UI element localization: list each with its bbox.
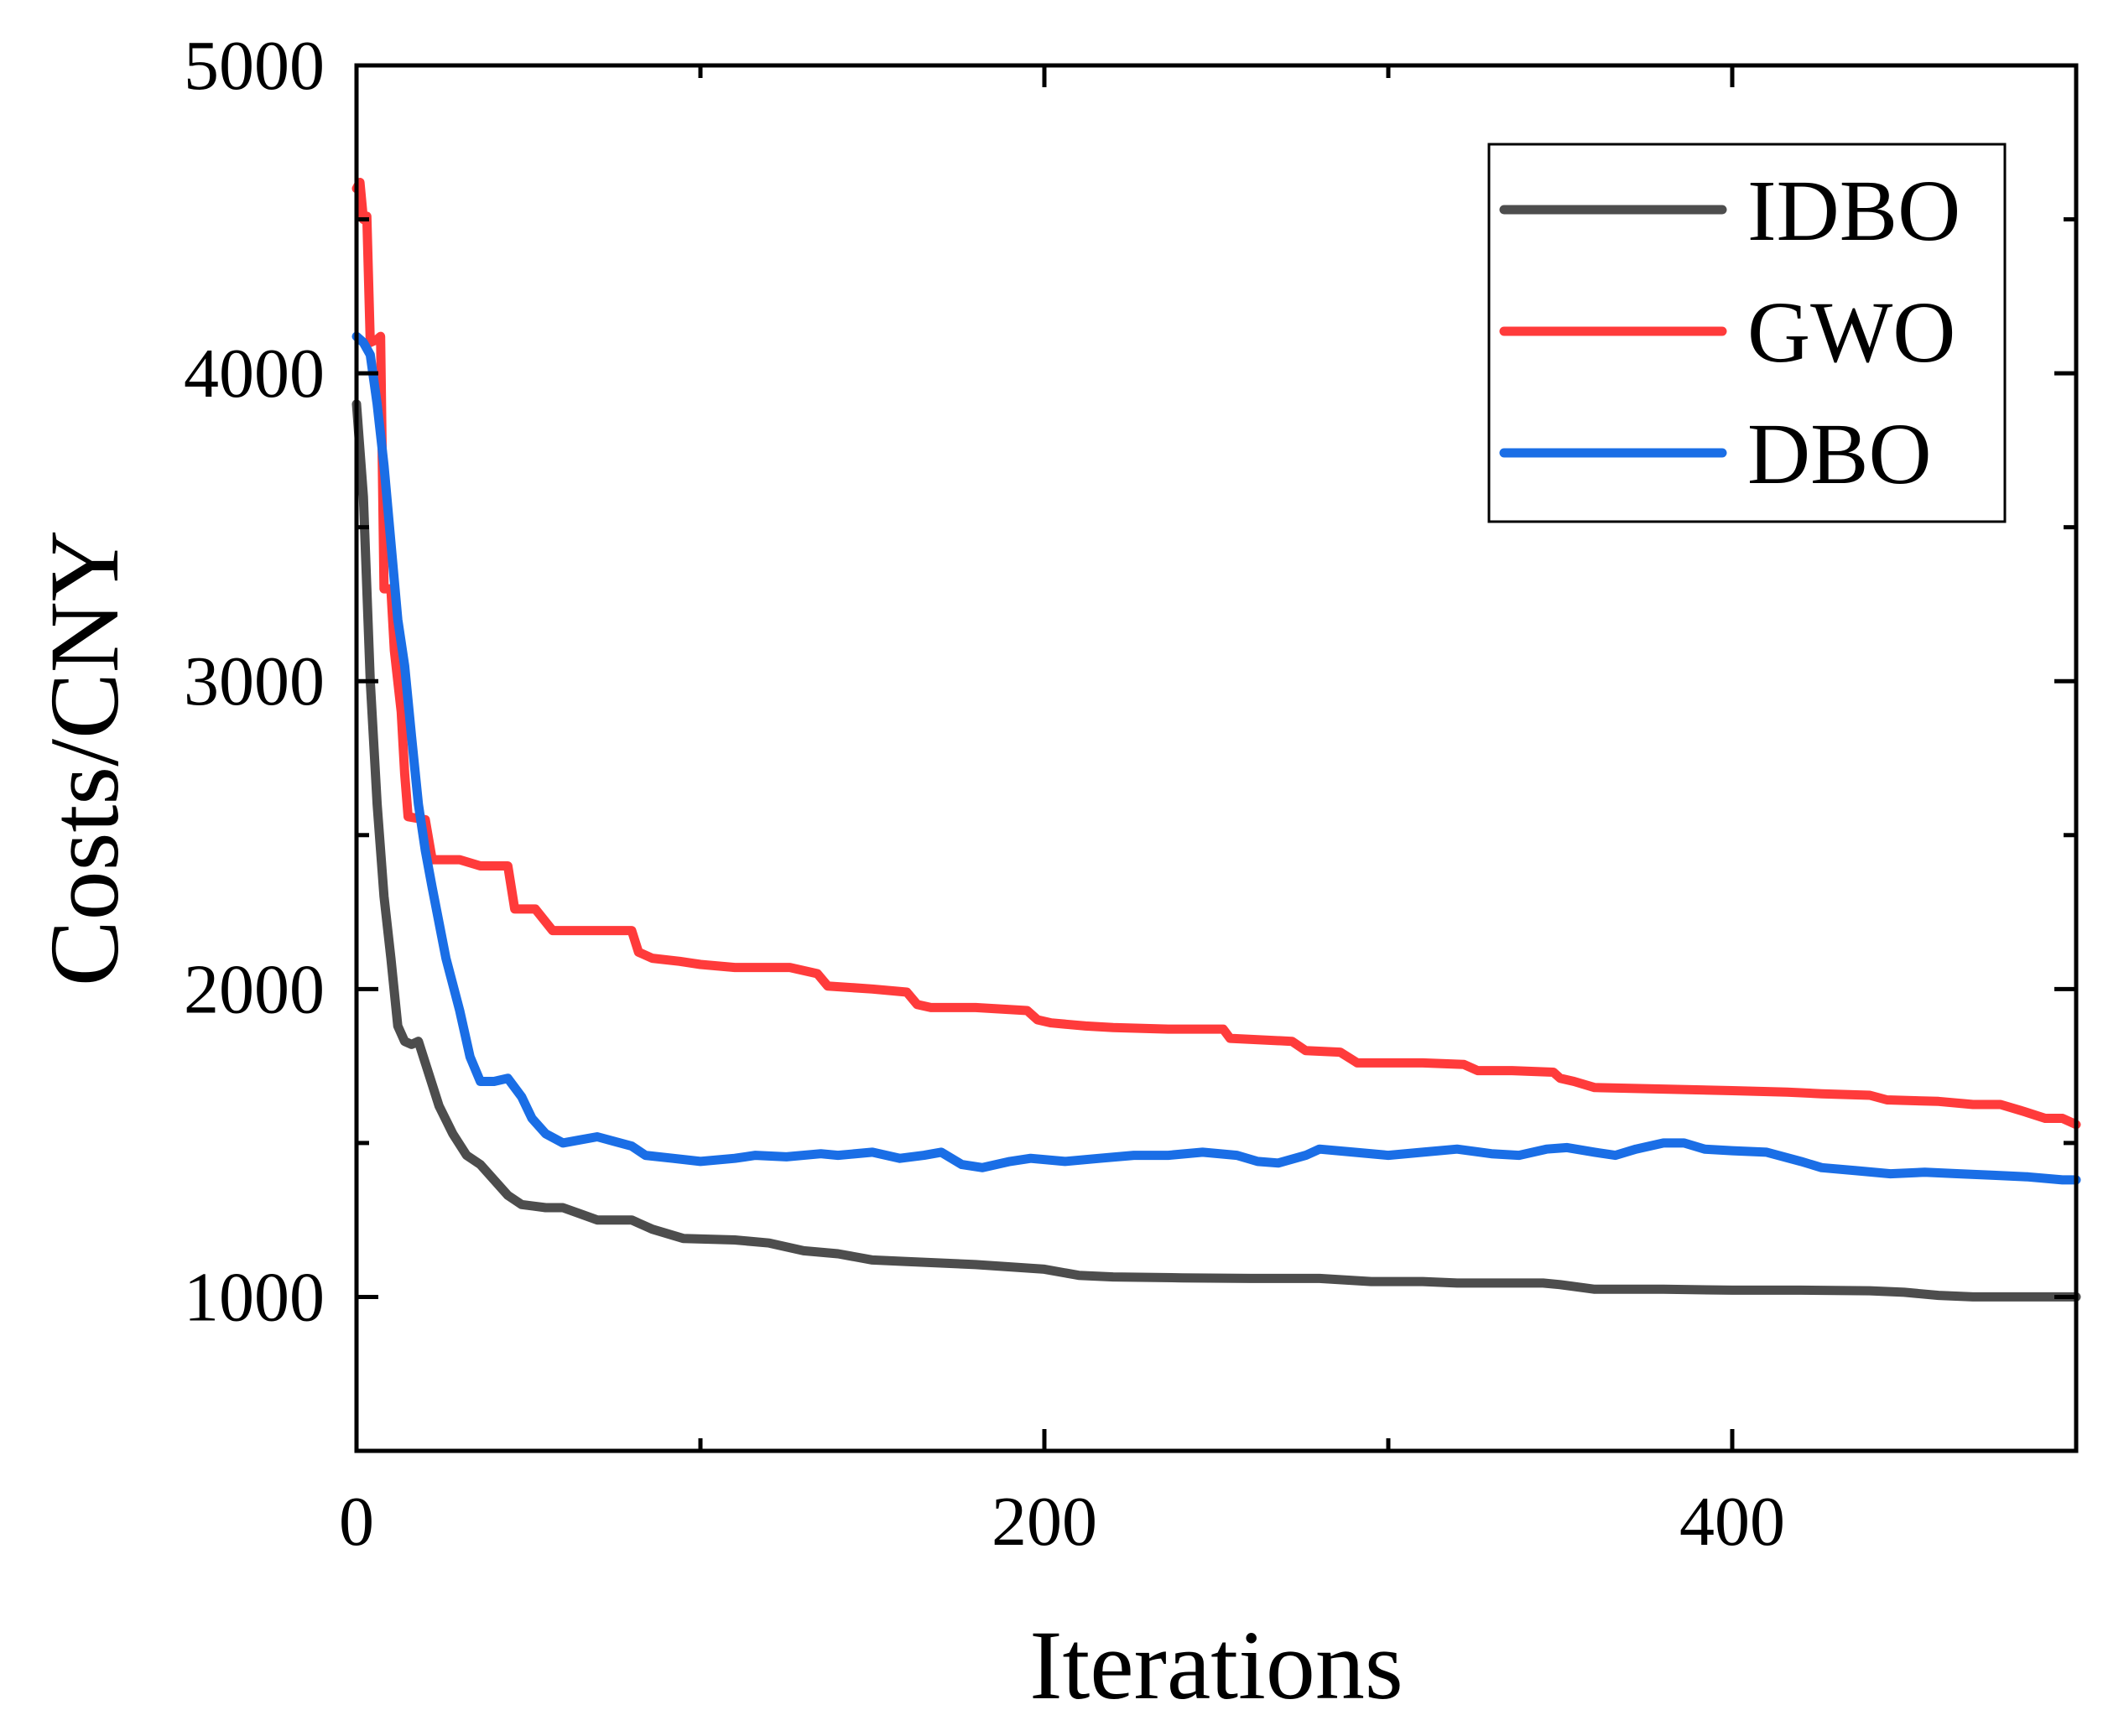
- x-tick-label: 0: [339, 1483, 374, 1561]
- y-tick-label: 1000: [184, 1258, 325, 1336]
- y-axis-title: Costs/CNY: [29, 530, 139, 986]
- legend-label-dbo: DBO: [1747, 406, 1932, 502]
- plot-frame: [354, 63, 2079, 1453]
- x-tick-label: 200: [992, 1483, 1097, 1561]
- y-tick-label: 2000: [184, 950, 325, 1028]
- legend-label-gwo: GWO: [1747, 284, 1955, 381]
- legend: IDBO GWO DBO: [1487, 143, 2007, 523]
- series-line-dbo: [351, 331, 2081, 1185]
- tick-layer: 0 200 400 1000 2000 3000 4000 5000: [184, 27, 2076, 1561]
- series-layer: [351, 178, 2081, 1302]
- x-tick-label: 400: [1679, 1483, 1785, 1561]
- series-line-gwo: [351, 178, 2081, 1130]
- series-line-idbo: [351, 399, 2081, 1302]
- legend-label-idbo: IDBO: [1747, 163, 1960, 259]
- y-tick-label: 5000: [184, 27, 325, 105]
- y-tick-label: 3000: [184, 642, 325, 720]
- x-axis-title: Iterations: [1029, 1610, 1403, 1720]
- y-tick-label: 4000: [184, 335, 325, 413]
